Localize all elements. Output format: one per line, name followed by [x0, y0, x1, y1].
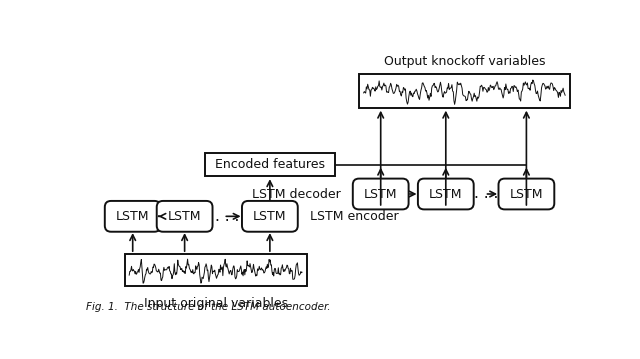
- Text: . . .: . . .: [215, 209, 239, 224]
- Text: Output knockoff variables: Output knockoff variables: [383, 55, 545, 68]
- Bar: [205, 153, 335, 176]
- Text: Encoded features: Encoded features: [215, 158, 325, 171]
- FancyBboxPatch shape: [353, 178, 408, 209]
- Text: LSTM: LSTM: [429, 187, 463, 200]
- FancyBboxPatch shape: [105, 201, 161, 232]
- Bar: [125, 254, 307, 286]
- Text: LSTM: LSTM: [168, 210, 202, 223]
- FancyBboxPatch shape: [157, 201, 212, 232]
- Text: LSTM: LSTM: [253, 210, 287, 223]
- Text: Input original variables: Input original variables: [143, 297, 288, 310]
- Text: LSTM: LSTM: [509, 187, 543, 200]
- Text: LSTM decoder: LSTM decoder: [252, 187, 340, 200]
- Text: Fig. 1.  The structure of the LSTM autoencoder.: Fig. 1. The structure of the LSTM autoen…: [86, 302, 331, 312]
- Bar: [359, 74, 570, 108]
- FancyBboxPatch shape: [242, 201, 298, 232]
- FancyBboxPatch shape: [418, 178, 474, 209]
- Text: LSTM: LSTM: [364, 187, 397, 200]
- Text: LSTM: LSTM: [116, 210, 150, 223]
- Text: . . .: . . .: [474, 186, 499, 201]
- Text: LSTM encoder: LSTM encoder: [310, 210, 399, 223]
- FancyBboxPatch shape: [499, 178, 554, 209]
